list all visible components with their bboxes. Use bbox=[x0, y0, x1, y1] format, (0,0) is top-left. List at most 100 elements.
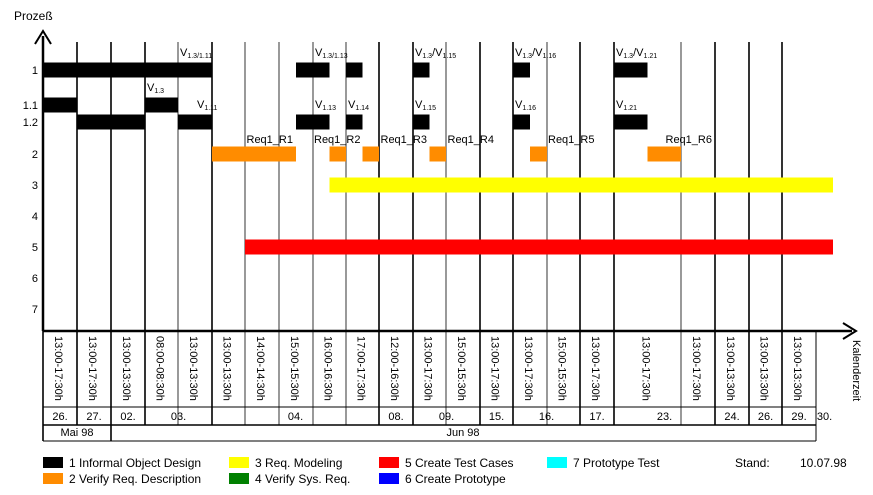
bar-process-2 bbox=[329, 146, 346, 162]
version-label: V1.16 bbox=[515, 99, 536, 112]
version-label: V1.3/V1.21 bbox=[616, 47, 657, 60]
time-slot-label: 13:00-13:30h bbox=[221, 336, 233, 401]
time-slot-label: 13:00-17:30h bbox=[489, 336, 501, 401]
y-tick-label: 7 bbox=[32, 304, 38, 316]
bar-process-2 bbox=[362, 146, 379, 162]
bar-process-1 bbox=[346, 62, 363, 78]
legend-number: 5 bbox=[405, 456, 416, 470]
version-label: V1.3 bbox=[147, 82, 164, 95]
time-slot-label: 12:00-16:30h bbox=[388, 336, 400, 401]
time-slot-label: 08:00-08:30h bbox=[154, 336, 166, 401]
version-label: V1.3/V1.16 bbox=[515, 47, 556, 60]
day-label: 23. bbox=[657, 411, 672, 423]
time-slot-label: 13:00-13:30h bbox=[120, 336, 132, 401]
time-slot-label: 13:00-13:30h bbox=[724, 336, 736, 401]
time-slot-label: 15:00-15:30h bbox=[455, 336, 467, 401]
bar-process-1 bbox=[43, 97, 77, 113]
bar-process-2 bbox=[647, 146, 681, 162]
time-slot-label: 13:00-13:30h bbox=[791, 336, 803, 401]
bar-process-2 bbox=[212, 146, 296, 162]
y-tick-label: 3 bbox=[32, 180, 38, 192]
version-label: V1.3/V1.15 bbox=[415, 47, 456, 60]
day-label: 02. bbox=[120, 411, 135, 423]
legend-label: Prototype Test bbox=[583, 456, 660, 470]
y-axis-title: Prozeß bbox=[14, 9, 53, 23]
legend-item-6: 6 Create Prototype bbox=[379, 472, 506, 486]
y-tick-label: 2 bbox=[32, 149, 38, 161]
legend-item-5: 5 Create Test Cases bbox=[379, 456, 514, 470]
bar-process-2 bbox=[429, 146, 446, 162]
y-tick-label: 1.1 bbox=[23, 100, 38, 112]
day-label: 17. bbox=[589, 411, 604, 423]
bar-process-1 bbox=[43, 62, 212, 78]
legend-number: 2 bbox=[69, 472, 80, 486]
version-label: V1.21 bbox=[616, 99, 637, 112]
day-label: 08. bbox=[388, 411, 403, 423]
y-tick-label: 4 bbox=[32, 211, 38, 223]
day-label: 26. bbox=[52, 411, 67, 423]
time-slot-label: 13:00-17:30h bbox=[86, 336, 98, 401]
version-label: V1.15 bbox=[415, 99, 436, 112]
time-slot-label: 15:00-15:30h bbox=[288, 336, 300, 401]
time-slot-label: 13:00-13:30h bbox=[758, 336, 770, 401]
requirement-label: Req1_R1 bbox=[247, 134, 293, 146]
legend-item-7: 7 Prototype Test bbox=[547, 456, 660, 470]
legend-number: 7 bbox=[573, 456, 584, 470]
bar-process-5 bbox=[245, 239, 833, 255]
bar-process-1 bbox=[614, 114, 648, 130]
legend-item-2: 2 Verify Req. Description bbox=[43, 472, 201, 486]
requirement-label: Req1_R3 bbox=[381, 134, 427, 146]
legend-swatch bbox=[379, 457, 399, 468]
y-tick-label: 6 bbox=[32, 273, 38, 285]
day-label: 09. bbox=[439, 411, 454, 423]
bar-process-1 bbox=[296, 62, 330, 78]
requirement-label: Req1_R6 bbox=[666, 134, 712, 146]
version-label: V1.13 bbox=[315, 99, 336, 112]
bar-process-1 bbox=[145, 97, 178, 113]
time-slot-label: 16:00-16:30h bbox=[322, 336, 334, 401]
month-label: Jun 98 bbox=[446, 427, 479, 439]
day-label: 30. bbox=[817, 411, 832, 423]
bar-process-1 bbox=[346, 114, 363, 130]
version-label: V1.3/1.11 bbox=[180, 47, 212, 60]
bar-process-1 bbox=[296, 114, 330, 130]
bar-process-1 bbox=[513, 62, 530, 78]
bar-process-1 bbox=[178, 114, 212, 130]
day-label: 03. bbox=[171, 411, 186, 423]
legend-number: 1 bbox=[69, 456, 80, 470]
y-tick-label: 1 bbox=[32, 65, 38, 77]
legend-item-4: 4 Verify Sys. Req. bbox=[229, 472, 350, 486]
requirement-label: Req1_R5 bbox=[548, 134, 594, 146]
time-slot-label: 15:00-15:30h bbox=[556, 336, 568, 401]
version-label: V1.3/1.13 bbox=[315, 47, 348, 60]
legend-swatch bbox=[229, 457, 249, 468]
day-label: 24. bbox=[724, 411, 739, 423]
legend-label: Informal Object Design bbox=[79, 456, 202, 470]
legend-label: Create Test Cases bbox=[415, 456, 514, 470]
legend-label: Verify Sys. Req. bbox=[265, 472, 351, 486]
legend-item-1: 1 Informal Object Design bbox=[43, 456, 201, 470]
time-slot-label: 13:00-17:30h bbox=[690, 336, 702, 401]
time-slot-label: 13:00-17:30h bbox=[640, 336, 652, 401]
day-label: 27. bbox=[86, 411, 101, 423]
bar-process-1 bbox=[614, 62, 648, 78]
time-slot-label: 13:00-17:30h bbox=[589, 336, 601, 401]
x-axis-title: Kalenderzeit bbox=[850, 340, 862, 401]
day-label: 15. bbox=[489, 411, 504, 423]
legend-number: 4 bbox=[255, 472, 266, 486]
month-label: Mai 98 bbox=[60, 427, 93, 439]
legend-swatch bbox=[547, 457, 567, 468]
bar-process-1 bbox=[513, 114, 530, 130]
version-label: V1.11 bbox=[197, 99, 218, 112]
version-label: V1.14 bbox=[348, 99, 369, 112]
y-tick-label: 1.2 bbox=[23, 117, 38, 129]
legend-number: 6 bbox=[405, 472, 416, 486]
time-slot-label: 17:00-17:30h bbox=[355, 336, 367, 401]
bar-process-1 bbox=[77, 114, 145, 130]
legend-label: Verify Req. Description bbox=[79, 472, 202, 486]
day-label: 16. bbox=[539, 411, 554, 423]
time-slot-label: 13:00-17:30h bbox=[422, 336, 434, 401]
day-label: 26. bbox=[758, 411, 773, 423]
time-slot-label: 14:00-14:30h bbox=[254, 336, 266, 401]
legend: 1 Informal Object Design 2 Verify Req. De… bbox=[0, 454, 873, 490]
